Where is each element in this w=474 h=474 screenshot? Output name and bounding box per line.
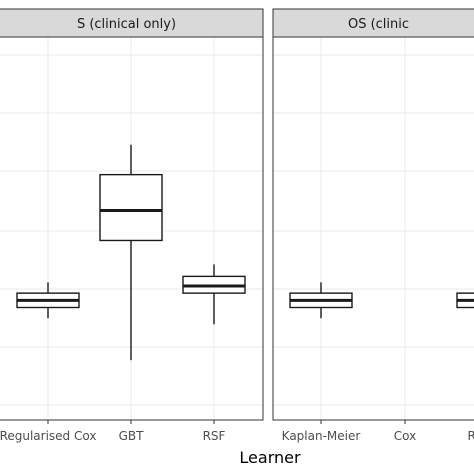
strip-label: S (clinical only) (77, 17, 176, 32)
box-regula (456, 292, 474, 309)
panel-2: OS (clinic Kaplan-Meier Cox Regula (272, 8, 474, 443)
box-kaplan-meier (289, 282, 353, 319)
x-tick-label: Regula (467, 429, 474, 443)
x-tick-label: Cox (394, 429, 416, 443)
x-tick-label: Kaplan-Meier (282, 429, 361, 443)
panel-1: S (clinical only) Regularised Cox GBT RSF (0, 8, 264, 443)
strip-background (272, 8, 474, 38)
box-iqr (99, 173, 163, 242)
panel-background (273, 37, 474, 420)
box-gbt (99, 144, 163, 361)
x-tick-label: Regularised Cox (0, 429, 96, 443)
box-regularised-cox (16, 282, 80, 319)
strip-label: OS (clinic (348, 17, 409, 32)
x-tick-label: RSF (203, 429, 226, 443)
x-axis-title: Learner (239, 448, 301, 467)
x-tick-label: GBT (119, 429, 145, 443)
box-rsf (182, 264, 246, 325)
strip-background (0, 8, 264, 38)
